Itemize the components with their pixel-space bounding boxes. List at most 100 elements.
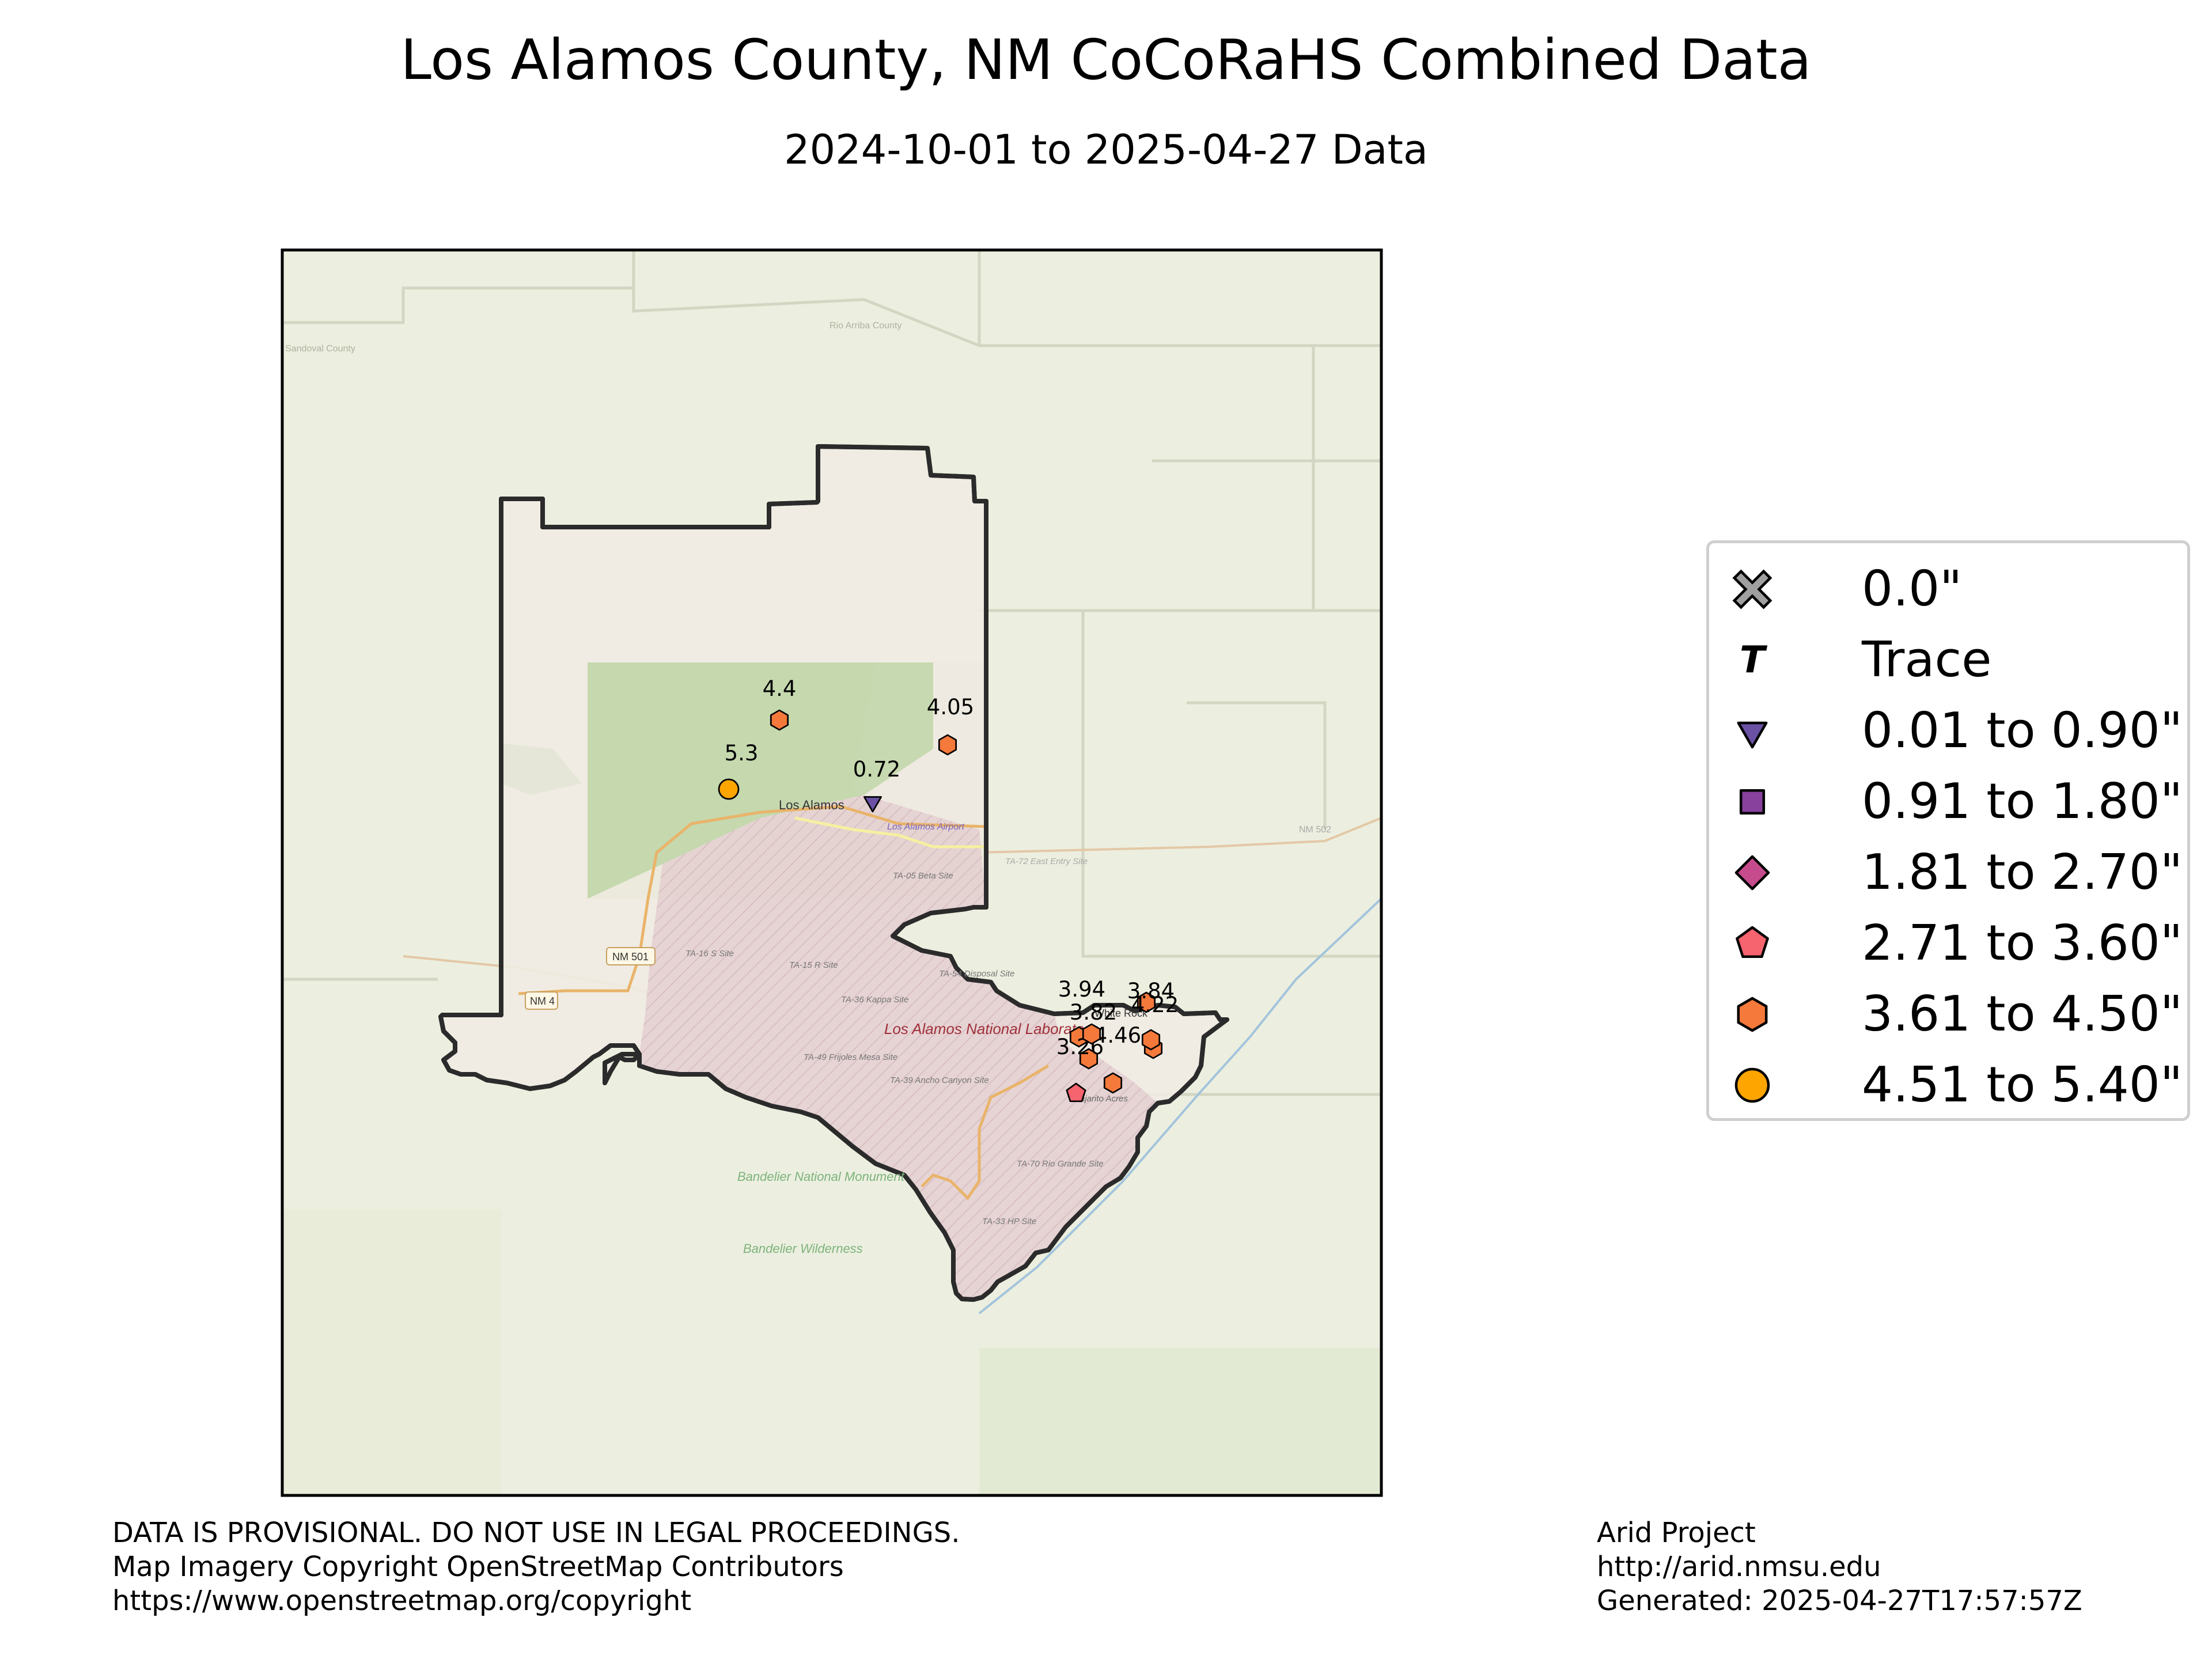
station-value-label: 4.05 bbox=[927, 695, 974, 719]
legend-item: 4.51 to 5.40" bbox=[1709, 1051, 2193, 1120]
place-label-ta49: TA-49 Frijoles Mesa Site bbox=[804, 1052, 897, 1062]
station-3: 0.72 bbox=[853, 757, 900, 813]
footer-imagery-credit: Map Imagery Copyright OpenStreetMap Cont… bbox=[112, 1551, 844, 1583]
place-label-pajarito-acres: Pajarito Acres bbox=[1074, 1094, 1128, 1104]
legend-item: 0.0" bbox=[1709, 555, 2193, 624]
square-icon bbox=[1739, 789, 1766, 815]
legend-label: 0.0" bbox=[1862, 560, 1963, 618]
station-8: 4.46 bbox=[1094, 1023, 1141, 1094]
footer-generated: Generated: 2025-04-27T17:57:57Z bbox=[1597, 1585, 2082, 1617]
legend-symbol bbox=[1736, 926, 1769, 958]
footer-project-url: http://arid.nmsu.edu bbox=[1597, 1551, 1881, 1583]
place-label-ta72: TA-72 East Entry Site bbox=[1005, 857, 1088, 866]
road-shield-nm501: NM 501 bbox=[606, 947, 656, 965]
legend-symbol: T bbox=[1740, 640, 1768, 680]
station-value-label: 4.4 bbox=[763, 676, 797, 701]
station-marker-hexagon-icon bbox=[1079, 1048, 1099, 1070]
station-value-label: 4.22 bbox=[1131, 993, 1179, 1017]
place-label-ta36: TA-36 Kappa Site bbox=[841, 995, 908, 1005]
map-frame bbox=[281, 248, 1383, 1497]
place-label-rio-arriba: Rio Arriba County bbox=[830, 321, 902, 331]
place-label-ta16: TA-16 S Site bbox=[685, 949, 734, 959]
station-marker-hexagon-icon bbox=[770, 709, 789, 731]
station-1: 4.05 bbox=[927, 695, 974, 756]
station-value-label: 3.82 bbox=[1070, 1000, 1117, 1025]
footer-left: DATA IS PROVISIONAL. DO NOT USE IN LEGAL… bbox=[112, 1516, 960, 1618]
chart-subtitle: 2024-10-01 to 2025-04-27 Data bbox=[784, 126, 1428, 173]
chart-title: Los Alamos County, NM CoCoRaHS Combined … bbox=[400, 28, 1812, 92]
road-label-nm4: NM 4 bbox=[530, 995, 555, 1007]
legend-item: 2.71 to 3.60" bbox=[1709, 909, 2193, 978]
legend-item: 0.01 to 0.90" bbox=[1709, 696, 2193, 766]
legend-symbol bbox=[1737, 721, 1768, 749]
station-value-label: 4.46 bbox=[1094, 1023, 1141, 1048]
legend-label: 4.51 to 5.40" bbox=[1862, 1056, 2183, 1113]
circle-icon bbox=[1734, 1067, 1770, 1103]
diamond-icon bbox=[1734, 855, 1770, 891]
footer-right: Arid Project http://arid.nmsu.edu Genera… bbox=[1597, 1516, 2082, 1618]
road-label-nm502: NM 502 bbox=[1299, 825, 1331, 835]
legend-label: 0.91 to 1.80" bbox=[1862, 773, 2183, 830]
place-label-sandoval: Sandoval County bbox=[285, 344, 355, 354]
legend-item: 1.81 to 2.70" bbox=[1709, 838, 2193, 907]
footer-disclaimer: DATA IS PROVISIONAL. DO NOT USE IN LEGAL… bbox=[112, 1517, 960, 1549]
legend-item: 3.61 to 4.50" bbox=[1709, 980, 2193, 1049]
hexagon-icon bbox=[1737, 997, 1768, 1032]
station-value-label: 3.84 bbox=[1127, 979, 1175, 1003]
legend-symbol bbox=[1739, 789, 1766, 815]
x-icon bbox=[1736, 573, 1768, 605]
place-label-lanl: Los Alamos National Laboratory bbox=[884, 1020, 1098, 1037]
place-label-los-alamos: Los Alamos bbox=[779, 798, 844, 812]
place-label-ta05: TA-05 Beta Site bbox=[893, 871, 953, 881]
legend-symbol bbox=[1732, 569, 1772, 609]
road-shield-nm4: NM 4 bbox=[525, 991, 558, 1010]
legend-symbol bbox=[1734, 1067, 1770, 1103]
legend-label: Trace bbox=[1862, 631, 1992, 688]
station-markers: 4.44.055.30.723.94 3.843.82 4.224.463.26 bbox=[718, 676, 1179, 1103]
footer-project: Arid Project bbox=[1597, 1517, 1756, 1549]
station-marker-circle-icon bbox=[718, 778, 740, 800]
station-marker-triangle-down-icon bbox=[863, 796, 882, 813]
place-label-airport: Los Alamos Airport bbox=[887, 822, 965, 832]
county-polygon-group bbox=[438, 444, 1229, 1302]
station-10 bbox=[1141, 1029, 1161, 1051]
place-label-bandelier-monument: Bandelier National Monument bbox=[737, 1169, 905, 1184]
legend-item: T Trace bbox=[1709, 626, 2193, 695]
legend-symbol bbox=[1737, 997, 1768, 1032]
station-marker-hexagon-icon bbox=[938, 734, 957, 756]
place-label-white-rock: White Rock bbox=[1094, 1007, 1148, 1019]
legend-item: 0.91 to 1.80" bbox=[1709, 767, 2193, 836]
station-value-label: 5.3 bbox=[725, 741, 759, 766]
road-label-nm501: NM 501 bbox=[612, 951, 649, 963]
place-label-ta33: TA-33 HP Site bbox=[982, 1217, 1036, 1226]
station-marker-pentagon-icon bbox=[1066, 1082, 1086, 1103]
station-11 bbox=[1082, 1023, 1101, 1045]
station-6: 3.82 bbox=[1070, 1000, 1117, 1070]
trace-t-icon: T bbox=[1740, 640, 1768, 680]
station-2: 5.3 bbox=[718, 741, 759, 800]
legend: 0.0" T Trace 0.01 to 0.90" 0.91 to 1.80" 1.81… bbox=[1706, 540, 2190, 1121]
legend-label: 0.01 to 0.90" bbox=[1862, 702, 2183, 759]
legend-label: 2.71 to 3.60" bbox=[1862, 915, 2183, 972]
legend-label: 3.61 to 4.50" bbox=[1862, 986, 2183, 1043]
pentagon-icon bbox=[1736, 926, 1769, 958]
place-label-ta39: TA-39 Ancho Canyon Site bbox=[890, 1075, 989, 1085]
station-marker-hexagon-icon bbox=[1141, 1029, 1161, 1051]
place-labels: Los Alamos Los Alamos Airport Los Alamos… bbox=[285, 321, 1331, 1256]
triangle-down-icon bbox=[1737, 721, 1768, 749]
place-label-bandelier-wilderness: Bandelier Wilderness bbox=[743, 1241, 863, 1256]
station-value-label: 3.94 bbox=[1058, 977, 1105, 1002]
station-5: 3.84 bbox=[1127, 979, 1175, 1013]
station-value-label: 0.72 bbox=[853, 757, 900, 782]
station-marker-hexagon-icon bbox=[1082, 1023, 1101, 1045]
place-label-ta54: TA-54 Disposal Site bbox=[939, 969, 1014, 979]
footer-copyright-url: https://www.openstreetmap.org/copyright bbox=[112, 1585, 692, 1617]
place-label-ta15: TA-15 R Site bbox=[789, 960, 838, 970]
legend-label: 1.81 to 2.70" bbox=[1862, 844, 2183, 901]
legend-symbol bbox=[1734, 855, 1770, 891]
place-label-ta70: TA-70 Rio Grande Site bbox=[1017, 1159, 1104, 1169]
station-marker-hexagon-icon bbox=[1103, 1072, 1123, 1094]
station-marker-hexagon-icon bbox=[1137, 991, 1156, 1013]
station-0: 4.4 bbox=[763, 676, 797, 731]
